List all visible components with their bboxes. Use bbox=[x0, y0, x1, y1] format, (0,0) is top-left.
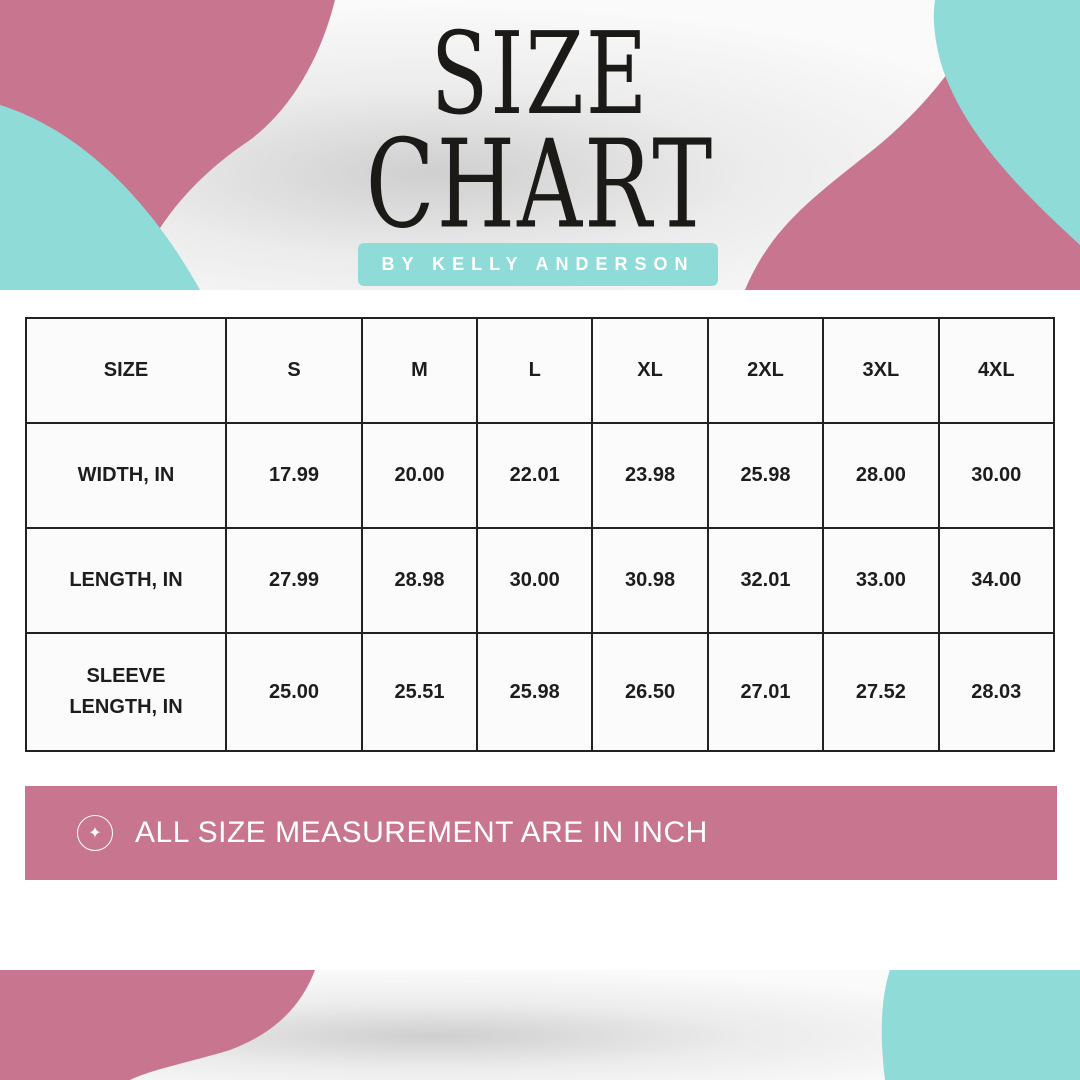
header-cell: L bbox=[475, 317, 594, 424]
table-cell: 25.51 bbox=[361, 632, 478, 752]
measurement-note-text: ALL SIZE MEASUREMENT ARE IN INCH bbox=[135, 816, 708, 849]
row-label: SLEEVE LENGTH, IN bbox=[25, 632, 227, 752]
byline-badge: BY KELLY ANDERSON bbox=[358, 243, 718, 286]
header-cell: SIZE bbox=[25, 317, 227, 424]
table-cell: 28.98 bbox=[361, 527, 478, 634]
table-cell: 22.01 bbox=[475, 422, 594, 529]
table-cell: 30.00 bbox=[475, 527, 594, 634]
header-cell: 4XL bbox=[937, 317, 1056, 424]
row-label: LENGTH, IN bbox=[25, 527, 227, 634]
pink-blob-bottom-left bbox=[0, 970, 315, 1080]
decorative-blobs-bottom bbox=[0, 970, 1080, 1080]
table-cell: 20.00 bbox=[361, 422, 478, 529]
header-cell: XL bbox=[591, 317, 709, 424]
table-cell: 30.00 bbox=[937, 422, 1056, 529]
size-table: SIZE S M L XL 2XL 3XL 4XL WIDTH, IN 17.9… bbox=[25, 317, 1056, 752]
table-cell: 27.01 bbox=[706, 632, 825, 752]
row-label: WIDTH, IN bbox=[25, 422, 227, 529]
table-cell: 25.98 bbox=[706, 422, 825, 529]
table-cell: 33.00 bbox=[822, 527, 940, 634]
decorative-blobs bbox=[0, 0, 1080, 290]
teal-blob-left bbox=[0, 105, 200, 290]
header-cell: S bbox=[225, 317, 363, 424]
title-line-2: CHART bbox=[365, 114, 715, 257]
header-cell: 2XL bbox=[706, 317, 825, 424]
sparkle-icon: ✦ bbox=[77, 815, 113, 851]
table-cell: 25.98 bbox=[475, 632, 594, 752]
table-cell: 28.03 bbox=[937, 632, 1056, 752]
table-cell: 25.00 bbox=[225, 632, 363, 752]
table-header-row: SIZE S M L XL 2XL 3XL 4XL bbox=[25, 317, 1056, 424]
table-cell: 28.00 bbox=[822, 422, 940, 529]
footer-banner bbox=[0, 970, 1080, 1080]
table-cell: 34.00 bbox=[937, 527, 1056, 634]
table-cell: 23.98 bbox=[591, 422, 709, 529]
row-label-line-2: LENGTH, IN bbox=[69, 696, 183, 718]
table-cell: 32.01 bbox=[706, 527, 825, 634]
table-cell: 27.99 bbox=[225, 527, 363, 634]
table-row: SLEEVE LENGTH, IN 25.00 25.51 25.98 26.50… bbox=[25, 632, 1056, 752]
title-line-1: SIZE bbox=[430, 7, 650, 141]
measurement-note-banner: ✦ ALL SIZE MEASUREMENT ARE IN INCH bbox=[25, 786, 1057, 880]
teal-blob-top-right bbox=[933, 0, 1080, 245]
row-label-line-1: SLEEVE bbox=[86, 665, 166, 687]
table-cell: 17.99 bbox=[225, 422, 363, 529]
header-cell: M bbox=[361, 317, 478, 424]
table-cell: 26.50 bbox=[591, 632, 709, 752]
table-row: WIDTH, IN 17.99 20.00 22.01 23.98 25.98 … bbox=[25, 422, 1056, 529]
header-cell: 3XL bbox=[822, 317, 940, 424]
header-banner: SIZE CHART BY KELLY ANDERSON bbox=[0, 0, 1080, 290]
table-cell: 27.52 bbox=[822, 632, 940, 752]
table-cell: 30.98 bbox=[591, 527, 709, 634]
table-row: LENGTH, IN 27.99 28.98 30.00 30.98 32.01… bbox=[25, 527, 1056, 634]
teal-blob-bottom-right bbox=[881, 970, 1080, 1080]
